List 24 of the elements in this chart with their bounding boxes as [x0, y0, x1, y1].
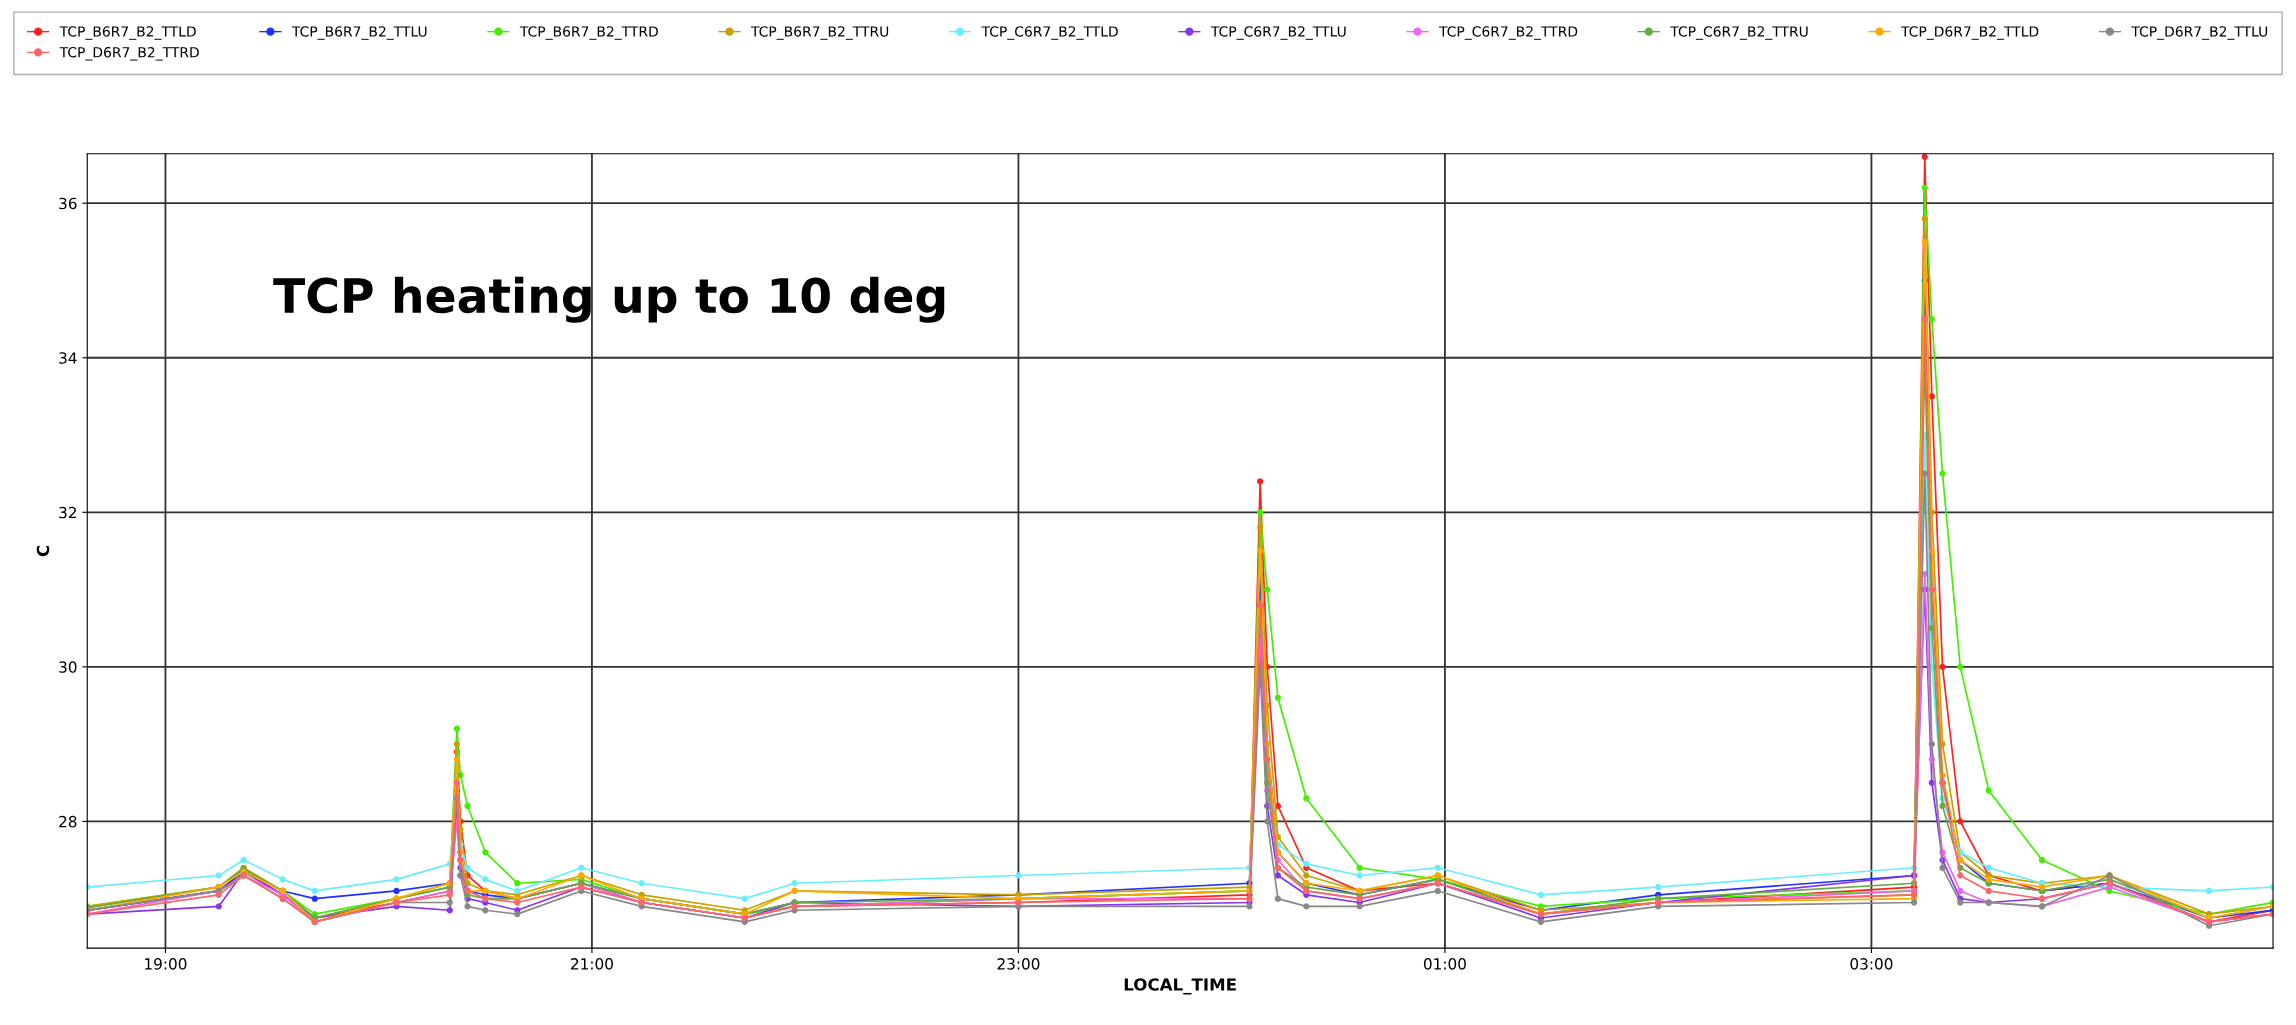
legend-label: TCP_B6R7_B2_TTRU: [750, 26, 889, 40]
y-axis-title: C: [36, 545, 50, 557]
legend-label: TCP_B6R7_B2_TTRD: [519, 26, 658, 40]
y-tick-label: 28: [59, 815, 77, 828]
legend-label: TCP_B6R7_B2_TTLU: [291, 26, 427, 40]
x-tick-label: 19:00: [145, 958, 187, 970]
y-tick-label: 32: [59, 506, 76, 519]
legend-label: TCP_D6R7_B2_TTLU: [2131, 26, 2268, 40]
x-tick-label: 21:00: [571, 958, 613, 970]
legend-label: TCP_D6R7_B2_TTLD: [1901, 26, 2039, 40]
legend-label: TCP_B6R7_B2_TTLD: [59, 26, 196, 40]
x-tick-label: 01:00: [1423, 958, 1466, 970]
legend-label: TCP_D6R7_B2_TTRD: [59, 46, 199, 61]
x-tick-label: 03:00: [1850, 958, 1893, 970]
annotation: TCP heating up to 10 deg: [273, 276, 945, 323]
x-axis-title: LOCAL_TIME: [1124, 978, 1236, 995]
legend-label: TCP_C6R7_B2_TTLD: [981, 26, 1118, 40]
x-tick-label: 23:00: [997, 958, 1040, 970]
legend-label: TCP_C6R7_B2_TTRD: [1438, 26, 1578, 40]
legend-label: TCP_C6R7_B2_TTLU: [1210, 26, 1346, 40]
y-tick-label: 30: [59, 661, 77, 673]
legend-label: TCP_C6R7_B2_TTRU: [1670, 26, 1808, 40]
y-tick-label: 34: [59, 352, 77, 364]
y-tick-label: 36: [59, 197, 77, 210]
